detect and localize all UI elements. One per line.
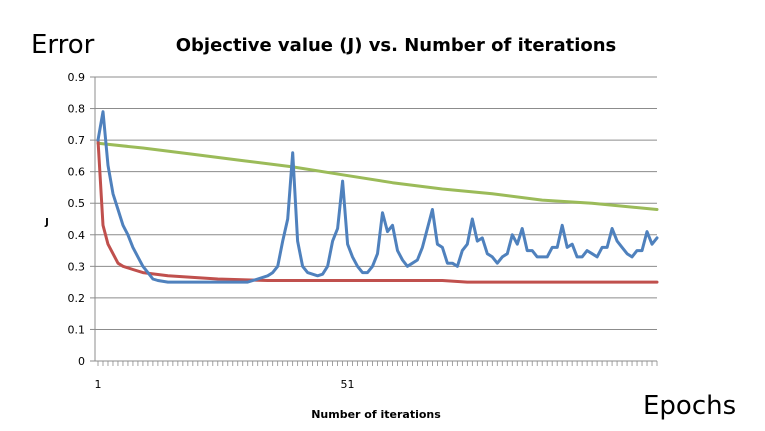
x-tick-label: 51: [341, 378, 355, 391]
x-axis-label: Number of iterations: [311, 408, 441, 421]
epochs-label: Epochs: [643, 391, 737, 421]
x-tick-label: 1: [95, 378, 102, 391]
chart-title: Objective value (J) vs. Number of iterat…: [176, 35, 617, 56]
y-tick-label: 0.2: [68, 292, 86, 305]
y-tick-label: 0: [78, 355, 85, 368]
y-tick-label: 0.5: [68, 197, 86, 210]
series-line-0: [96, 141, 659, 211]
y-tick-label: 0.8: [68, 103, 86, 116]
y-tick-label: 0.3: [68, 260, 86, 273]
y-tick-label: 0.9: [68, 71, 86, 84]
y-tick-label: 0.4: [68, 229, 86, 242]
y-tick-label: 0.7: [68, 134, 86, 147]
y-axis-label: J: [44, 217, 49, 228]
series-line-2: [96, 110, 659, 284]
series-group: [96, 110, 659, 284]
axes: 0 0.1 0.2 0.3 0.4 0.5 0.6 0.7 0.8 0.9 1 51: [68, 71, 658, 391]
error-label: Error: [31, 30, 95, 60]
y-tick-label: 0.1: [68, 323, 86, 336]
y-tick-label: 0.6: [68, 166, 86, 179]
grid: [95, 76, 657, 362]
series-line-1: [96, 138, 659, 284]
